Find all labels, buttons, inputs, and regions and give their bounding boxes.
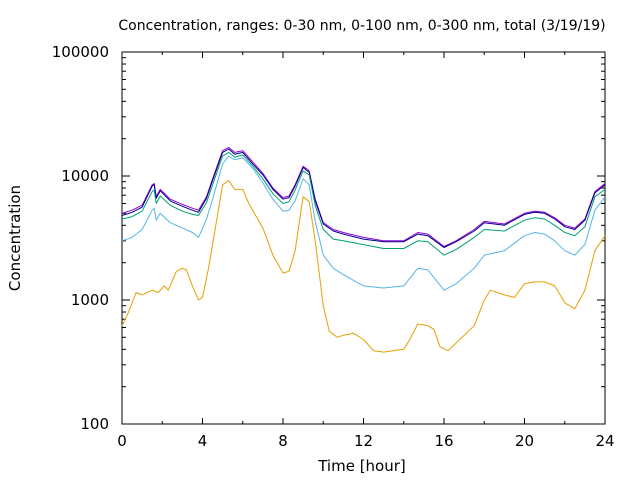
series-line-4: [121, 155, 606, 291]
series-line-3: [121, 151, 606, 256]
x-tick-label: 24: [595, 432, 614, 450]
series-lines: [121, 146, 606, 353]
x-axis-label: Time [hour]: [317, 457, 406, 475]
series-line-2: [121, 148, 606, 248]
x-tick-label: 0: [117, 432, 127, 450]
chart-title: Concentration, ranges: 0-30 nm, 0-100 nm…: [118, 18, 605, 34]
y-tick-label: 100: [80, 415, 109, 433]
x-tick-label: 16: [434, 432, 453, 450]
plot-frame: [121, 51, 606, 425]
y-axis-label: Concentration: [6, 185, 24, 291]
series-line-5: [121, 180, 606, 353]
series-line-1: [121, 146, 606, 247]
axis-ticks: 0 4 8 12 16 20 24 100 1000 10000 100000: [52, 43, 615, 450]
x-tick-label: 8: [278, 432, 288, 450]
y-tick-label: 1000: [71, 291, 109, 309]
x-tick-label: 4: [198, 432, 208, 450]
x-tick-label: 12: [354, 432, 373, 450]
x-tick-label: 20: [515, 432, 534, 450]
y-tick-label: 100000: [52, 43, 109, 61]
y-tick-label: 10000: [61, 167, 109, 185]
